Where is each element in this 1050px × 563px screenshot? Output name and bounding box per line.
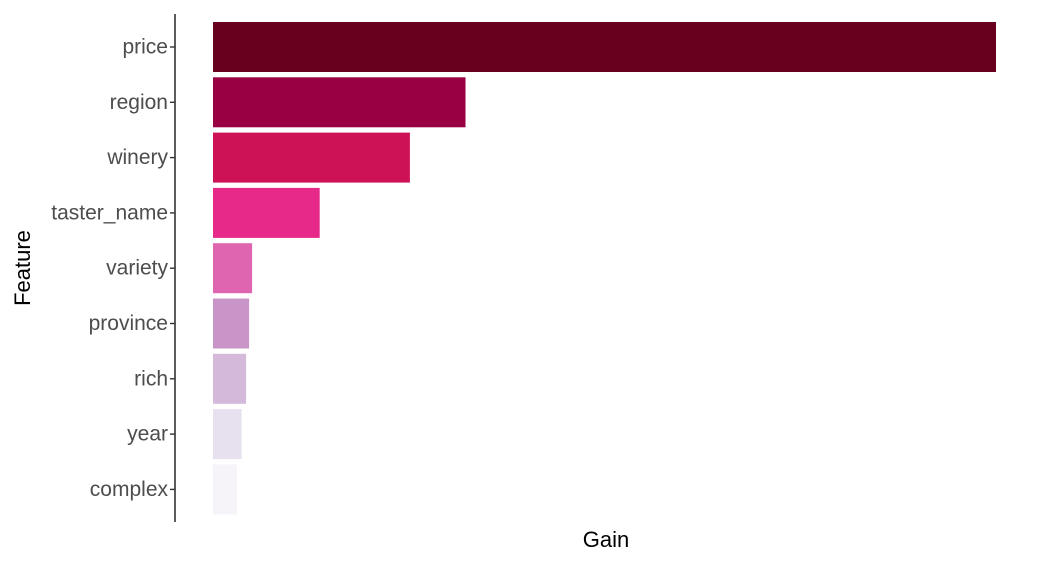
bar-winery xyxy=(213,132,410,183)
bar-rich xyxy=(213,353,247,404)
bars-group xyxy=(213,22,996,515)
y-tick-label: taster_name xyxy=(51,201,168,224)
y-tick-label: variety xyxy=(106,257,168,280)
bar-variety xyxy=(213,243,253,294)
x-axis-title: Gain xyxy=(583,527,629,552)
y-tick-label: rich xyxy=(134,367,168,390)
bar-year xyxy=(213,409,242,460)
y-tick-label: winery xyxy=(106,146,168,169)
bar-taster-name xyxy=(213,187,320,238)
bar-region xyxy=(213,77,466,128)
y-axis-title: Feature xyxy=(10,230,35,306)
bar-complex xyxy=(213,464,237,515)
y-tick-label: province xyxy=(89,312,168,335)
bar-price xyxy=(213,22,996,72)
y-tick-label: region xyxy=(110,91,168,114)
y-tick-label: complex xyxy=(90,478,169,501)
bar-province xyxy=(213,298,250,349)
y-tick-label: year xyxy=(127,423,168,446)
y-tick-label: price xyxy=(122,36,168,59)
